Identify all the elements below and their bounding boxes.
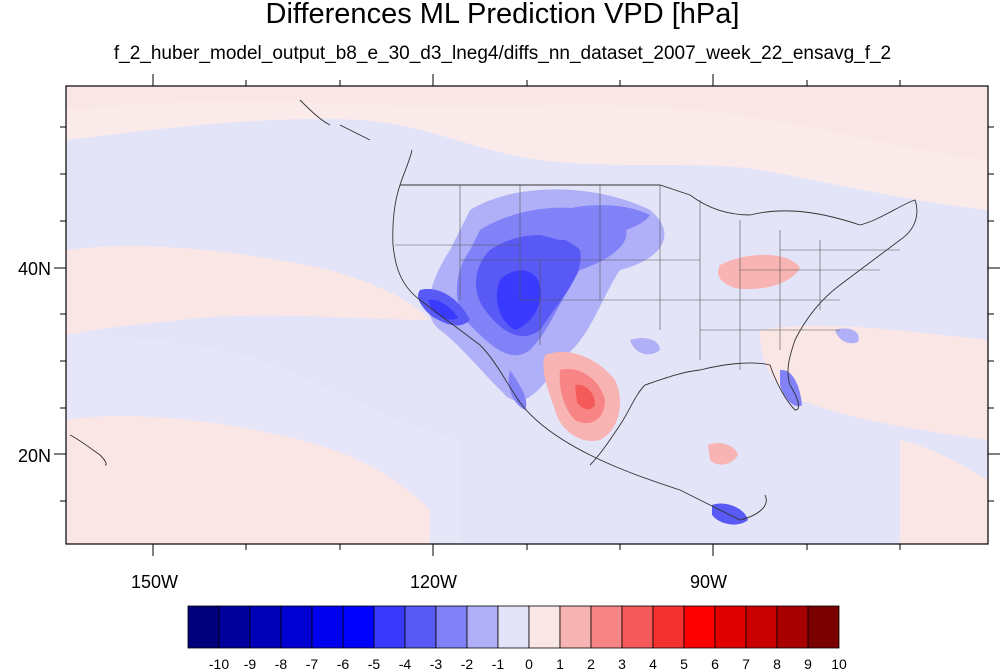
positive-small-regions [66, 86, 988, 544]
colorbar-swatch [435, 605, 468, 649]
colorbar-label: 4 [649, 656, 657, 672]
colorbar-swatch [528, 605, 561, 649]
colorbar-swatch [311, 605, 344, 649]
coastline-outline [69, 99, 918, 521]
map-plot-area [66, 86, 988, 544]
yucatan-positive-anomaly [708, 443, 738, 465]
colorbar-swatch [187, 605, 220, 649]
colorbar-label: -3 [429, 656, 443, 672]
ohio-valley-positive-anomaly [718, 254, 800, 290]
map-title: Differences ML Prediction VPD [hPa] [265, 0, 740, 30]
colorbar-label: 8 [773, 656, 781, 672]
colorbar-label: -10 [208, 656, 230, 672]
colorbar-swatch [249, 605, 282, 649]
colorbar-swatch [807, 605, 840, 649]
colorbar-swatch [621, 605, 654, 649]
colorbar-label: 1 [556, 656, 564, 672]
colorbar-swatch [683, 605, 716, 649]
colorbar-label: 9 [804, 656, 812, 672]
colorbar-label: -5 [367, 656, 381, 672]
lon-label-120w: 120W [410, 572, 458, 592]
atlantic-negative-spot [835, 328, 859, 344]
colorbar-label: -4 [398, 656, 412, 672]
colorbar-label: -9 [243, 656, 257, 672]
colorbar-swatch [373, 605, 406, 649]
western-negative-anomaly [418, 189, 665, 410]
colorbar-label: -6 [336, 656, 350, 672]
colorbar-label: 2 [587, 656, 595, 672]
gulf-negative-spot [630, 338, 660, 355]
colorbar-label: 3 [618, 656, 626, 672]
colorbar-swatch [590, 605, 623, 649]
colorbar-swatch [745, 605, 778, 649]
colorbar-swatch [342, 605, 375, 649]
colorbar-swatch [652, 605, 685, 649]
lat-label-40n: 40N [18, 259, 52, 279]
colorbar-swatch [497, 605, 530, 649]
colorbar-swatch [404, 605, 437, 649]
colorbar-swatch [559, 605, 592, 649]
colorbar-swatch [218, 605, 251, 649]
colorbar-swatch [466, 605, 499, 649]
lon-label-90w: 90W [690, 572, 728, 592]
colorbar-label: 7 [742, 656, 750, 672]
lon-label-150w: 150W [131, 572, 179, 592]
colorbar-label: 10 [831, 656, 847, 672]
colorbar-label: 0 [525, 656, 533, 672]
mexico-positive-anomaly [543, 351, 620, 441]
colorbar-label: 6 [711, 656, 719, 672]
colorbar-swatch [714, 605, 747, 649]
colorbar-label: -7 [305, 656, 319, 672]
colorbar-label: 5 [680, 656, 688, 672]
colorbar-swatch [280, 605, 313, 649]
colorbar-label: -2 [460, 656, 474, 672]
axis-ticks [54, 74, 1000, 556]
colorbar-label: -1 [491, 656, 505, 672]
colorbar-label: -8 [274, 656, 288, 672]
lat-label-20n: 20N [18, 446, 52, 466]
colorbar-swatch [776, 605, 809, 649]
map-subtitle: f_2_huber_model_output_b8_e_30_d3_lneg4/… [113, 43, 892, 64]
state-borders [395, 185, 900, 370]
